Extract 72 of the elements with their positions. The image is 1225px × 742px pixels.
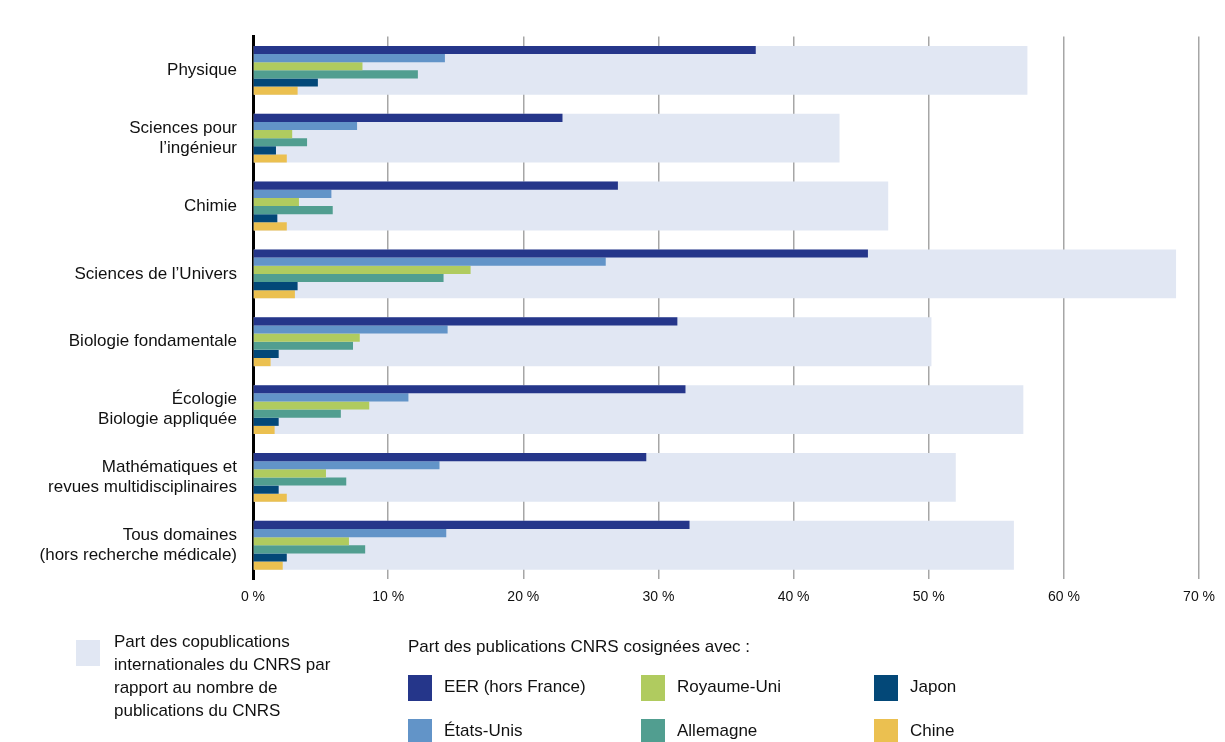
y-tick-label: Biologie fondamentale [68,331,237,351]
x-tick-label: 70 % [1183,588,1216,605]
bar [253,146,276,155]
bar [253,401,370,410]
bar [253,121,358,131]
bar [253,257,606,266]
legend-label: Chine [910,721,955,740]
x-tick-label: 20 % [507,588,540,605]
bar [253,130,293,139]
x-tick-label: 10 % [372,588,405,605]
bar [253,537,349,546]
bar [253,528,447,538]
x-tick-label: 30 % [642,588,675,605]
bar [253,553,287,562]
y-tick-label: Physique [167,60,237,80]
bar [253,214,278,223]
bar [253,520,690,529]
bar [253,86,298,95]
x-tick-label: 0 % [240,588,266,605]
bar [253,461,440,470]
y-tick-label: Sciences pour l’ingénieur [129,117,238,158]
y-tick-label: Mathématiques et revues multidisciplinaires [48,456,238,497]
bar [253,349,279,359]
bar [253,138,308,147]
bar [253,485,279,494]
bar [253,273,444,283]
bar [253,54,445,63]
bar [253,290,295,299]
bar [253,45,756,55]
bar [253,469,326,478]
bar [253,154,287,163]
legend-label: EER (hors France) [444,677,586,696]
bar [253,206,333,215]
x-tick-label: 50 % [912,588,945,605]
legend-label: Part des copublications internationales du CNRS par rapport au nombre de publications du CNRS [114,631,332,722]
bar [253,70,418,79]
bar [253,358,271,367]
x-tick-label: 60 % [1047,588,1080,605]
bar [253,249,868,258]
bar [253,393,409,402]
bar [253,409,341,418]
legend-label: Allemagne [677,721,758,740]
y-tick-label: Écologie Biologie appliquée [98,389,237,429]
bar [253,78,318,87]
bar [253,317,678,326]
bar [253,545,366,554]
bar [253,197,299,207]
legend-label: Japon [910,677,957,696]
bar [253,325,448,334]
bar [253,385,686,394]
bar [253,222,287,231]
bar [253,189,332,198]
bar [253,333,360,342]
bar [253,62,363,71]
y-tick-label: Tous domaines (hors recherche médicale) [39,524,237,565]
bar [253,181,618,190]
bar [253,265,471,274]
x-tick-label: 40 % [777,588,810,605]
bar [253,493,287,502]
y-tick-label: Sciences de l’Univers [74,263,237,283]
bar [253,282,298,291]
bar [253,453,647,462]
y-tick-label: Chimie [184,195,237,215]
legend-label: États-Unis [444,721,523,740]
legend-label: Royaume-Uni [677,677,781,696]
legend-title: Part des publications CNRS cosignées avec : [408,636,751,658]
bar [253,561,283,570]
bar [253,425,275,434]
bar [253,113,563,122]
bar [253,417,279,426]
bar [253,477,347,486]
bar [253,341,354,350]
